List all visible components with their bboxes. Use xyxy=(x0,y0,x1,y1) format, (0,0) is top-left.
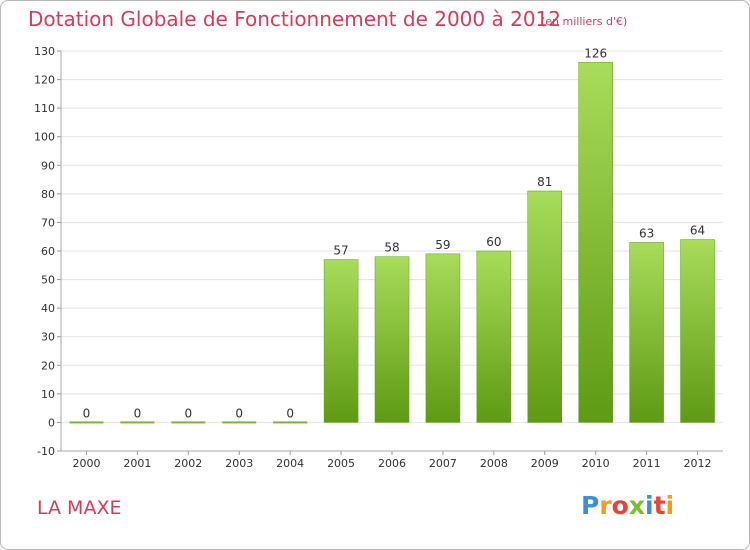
bar xyxy=(171,421,206,424)
bar xyxy=(120,421,155,424)
bars xyxy=(69,62,715,424)
data-label: 59 xyxy=(435,238,450,252)
data-label: 81 xyxy=(537,175,552,189)
data-label: 0 xyxy=(235,406,243,420)
bar xyxy=(425,253,461,423)
bar xyxy=(374,256,410,423)
logo-letter: i xyxy=(645,491,654,520)
data-label: 0 xyxy=(83,406,91,420)
y-tick-label: 0 xyxy=(48,416,55,429)
chart-subtitle: (en milliers d'€) xyxy=(541,15,628,28)
x-tick-label: 2005 xyxy=(327,457,355,470)
logo-letter: P xyxy=(581,491,600,520)
y-tick-label: 30 xyxy=(41,331,55,344)
bar xyxy=(680,239,715,423)
logo-letter: r xyxy=(599,491,612,520)
x-tick-label: 2002 xyxy=(174,457,202,470)
proxiti-logo: Proxiti xyxy=(581,491,674,520)
bar xyxy=(476,250,512,423)
data-labels: 0 0 0 0 0 57 58 59 60 81 126 63 64 xyxy=(83,46,706,420)
x-tick-label: 2001 xyxy=(123,457,151,470)
y-tick-label: -10 xyxy=(37,445,55,458)
x-tick-label: 2008 xyxy=(480,457,508,470)
data-label: 0 xyxy=(286,406,294,420)
data-label: 57 xyxy=(333,244,348,258)
x-tick-label: 2000 xyxy=(72,457,100,470)
data-label: 126 xyxy=(584,46,607,60)
y-tick-label: 70 xyxy=(41,216,55,229)
commune-name: LA MAXE xyxy=(37,497,122,519)
data-label: 60 xyxy=(486,235,501,249)
logo-letter: i xyxy=(665,491,675,520)
bar xyxy=(69,421,104,424)
x-tick-label: 2010 xyxy=(582,457,610,470)
x-tick-label: 2009 xyxy=(531,457,559,470)
data-label: 64 xyxy=(690,224,705,238)
chart-title: Dotation Globale de Fonctionnement de 20… xyxy=(28,7,561,31)
logo-letter: t xyxy=(653,491,666,520)
bar xyxy=(323,259,359,423)
y-tick-label: 80 xyxy=(41,188,55,201)
y-tick-label: 20 xyxy=(41,359,55,372)
bar xyxy=(222,421,257,424)
data-label: 0 xyxy=(184,406,192,420)
y-tick-label: 120 xyxy=(34,74,55,87)
x-tick-label: 2011 xyxy=(633,457,661,470)
x-tick-label: 2007 xyxy=(429,457,457,470)
y-tick-label: 50 xyxy=(41,274,55,287)
y-tick-label: 40 xyxy=(41,302,55,315)
bar xyxy=(527,190,563,423)
bar xyxy=(273,421,308,424)
bar xyxy=(629,242,664,423)
axes: -10 0 10 20 30 40 50 60 70 80 90 100 110 120 130 2000 20… xyxy=(34,45,723,470)
y-tick-label: 110 xyxy=(34,102,55,115)
y-tick-label: 90 xyxy=(41,159,55,172)
data-label: 58 xyxy=(384,241,399,255)
x-tick-label: 2004 xyxy=(276,457,304,470)
bar xyxy=(578,62,613,423)
x-tick-label: 2012 xyxy=(684,457,712,470)
x-tick-label: 2003 xyxy=(225,457,253,470)
data-label: 0 xyxy=(134,406,142,420)
x-tick-label: 2006 xyxy=(378,457,406,470)
y-tick-label: 100 xyxy=(34,131,55,144)
data-label: 63 xyxy=(639,226,654,240)
logo-letter: o xyxy=(611,491,629,520)
y-tick-label: 10 xyxy=(41,388,55,401)
logo-letter: x xyxy=(628,491,645,520)
y-tick-label: 60 xyxy=(41,245,55,258)
y-tick-label: 130 xyxy=(34,45,55,58)
